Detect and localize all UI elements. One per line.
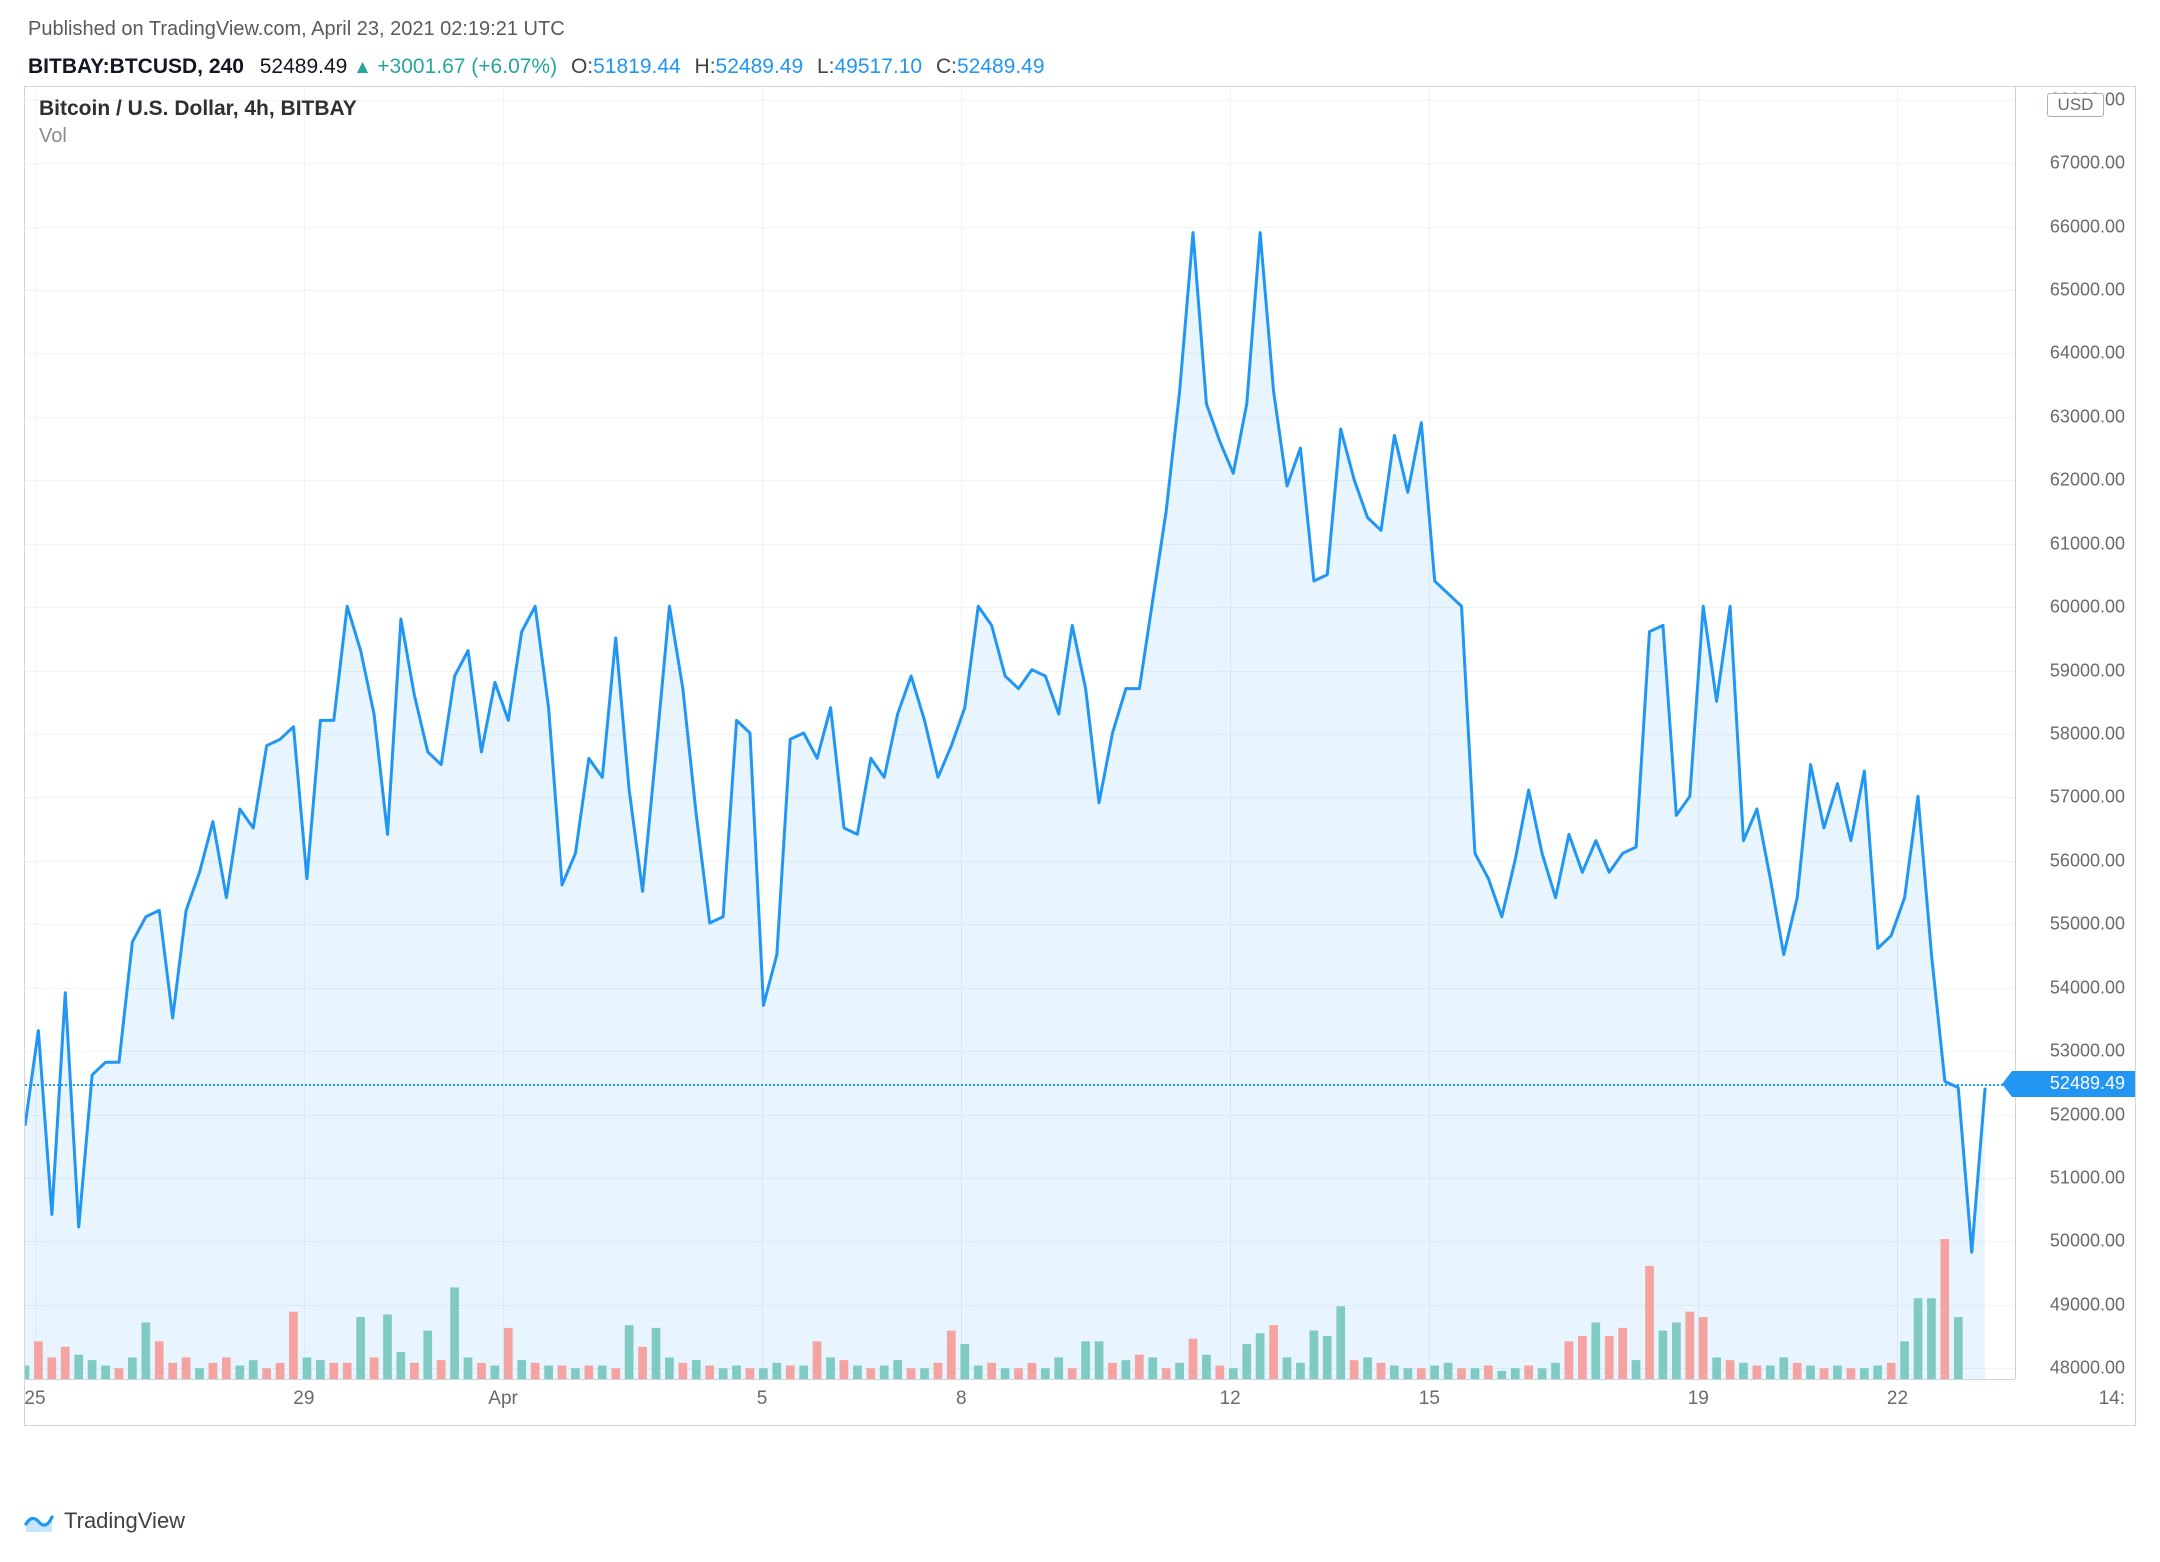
x-tick-label: 29 xyxy=(293,1388,314,1410)
ohlc-high: 52489.49 xyxy=(716,55,804,78)
y-tick-label: 49000.00 xyxy=(2050,1294,2125,1315)
x-tick-label: 8 xyxy=(956,1388,967,1410)
current-price-marker: 52489.49 xyxy=(2012,1071,2135,1097)
x-tick-label: 25 xyxy=(24,1388,45,1410)
y-axis-unit: USD xyxy=(2047,93,2105,117)
ohlc-close: 52489.49 xyxy=(957,55,1045,78)
x-tick-label: Apr xyxy=(488,1388,518,1410)
up-arrow-icon: ▲ xyxy=(353,57,377,78)
y-tick-label: 61000.00 xyxy=(2050,533,2125,554)
ohlc-open: 51819.44 xyxy=(593,55,681,78)
y-tick-label: 57000.00 xyxy=(2050,787,2125,808)
x-tick-label: 15 xyxy=(1419,1388,1440,1410)
footer-brand[interactable]: TradingView xyxy=(24,1508,185,1534)
y-axis: USD 48000.00 49000.00 50000.00 51000.00 5200… xyxy=(2015,87,2135,1379)
y-tick-label: 63000.00 xyxy=(2050,406,2125,427)
ohlc-block: O:51819.44 H:52489.49 L:49517.10 C:52489… xyxy=(563,55,1045,78)
y-tick-label: 56000.00 xyxy=(2050,850,2125,871)
chart-container[interactable]: Bitcoin / U.S. Dollar, 4h, BITBAY Vol US… xyxy=(24,86,2136,1426)
plot-area[interactable] xyxy=(25,87,2015,1379)
volume-bars-svg xyxy=(25,87,2015,1379)
y-tick-label: 58000.00 xyxy=(2050,724,2125,745)
y-tick-label: 67000.00 xyxy=(2050,153,2125,174)
ticker-last: 52489.49 xyxy=(260,55,348,78)
y-tick-label: 51000.00 xyxy=(2050,1168,2125,1189)
ohlc-low: 49517.10 xyxy=(835,55,923,78)
current-price-line xyxy=(25,1084,2015,1086)
chart-title: Bitcoin / U.S. Dollar, 4h, BITBAY xyxy=(39,97,357,121)
y-tick-label: 55000.00 xyxy=(2050,914,2125,935)
y-tick-label: 62000.00 xyxy=(2050,470,2125,491)
ticker-symbol: BITBAY:BTCUSD xyxy=(28,55,197,78)
y-tick-label: 53000.00 xyxy=(2050,1041,2125,1062)
y-tick-label: 54000.00 xyxy=(2050,977,2125,998)
x-right-label: 14: xyxy=(2099,1388,2125,1410)
y-tick-label: 60000.00 xyxy=(2050,597,2125,618)
x-axis: 2529Apr581215192214: xyxy=(25,1379,2015,1425)
y-tick-label: 52000.00 xyxy=(2050,1104,2125,1125)
volume-label: Vol xyxy=(39,125,67,148)
x-tick-label: 22 xyxy=(1887,1388,1908,1410)
footer-brand-text: TradingView xyxy=(64,1508,185,1534)
y-tick-label: 50000.00 xyxy=(2050,1231,2125,1252)
published-text: Published on TradingView.com, April 23, … xyxy=(28,18,565,40)
ticker-interval: 240 xyxy=(209,55,244,78)
y-tick-label: 64000.00 xyxy=(2050,343,2125,364)
ticker-change: +3001.67 xyxy=(377,55,465,78)
y-tick-label: 48000.00 xyxy=(2050,1358,2125,1379)
x-tick-label: 12 xyxy=(1220,1388,1241,1410)
publish-header: Published on TradingView.com, April 23, … xyxy=(0,0,2160,51)
x-tick-label: 5 xyxy=(757,1388,768,1410)
y-tick-label: 65000.00 xyxy=(2050,279,2125,300)
y-tick-label: 66000.00 xyxy=(2050,216,2125,237)
ticker-change-pct: (+6.07%) xyxy=(471,55,557,78)
x-tick-label: 19 xyxy=(1688,1388,1709,1410)
y-tick-label: 59000.00 xyxy=(2050,660,2125,681)
tradingview-logo-icon xyxy=(24,1510,54,1532)
